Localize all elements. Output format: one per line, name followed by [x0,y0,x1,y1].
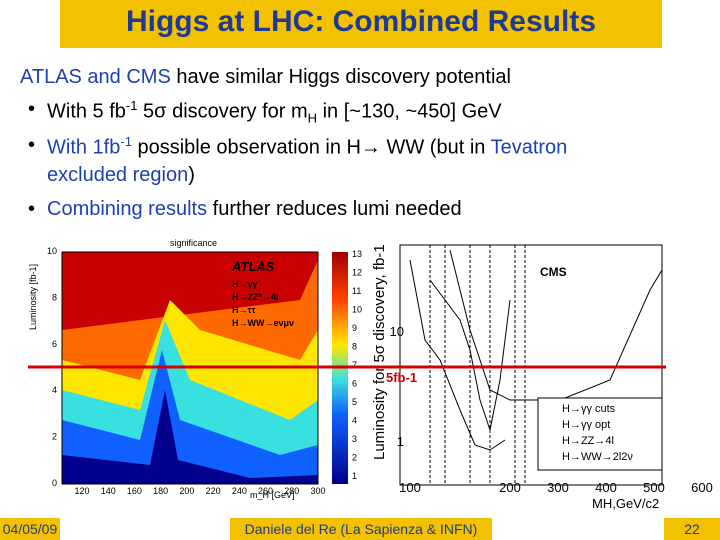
legend-item: H→γγ [232,279,258,289]
y-tick-label: 10 [390,324,404,339]
y-tick-label: 2 [52,432,57,442]
bullet-text: With 5 fb-1 5σ discovery for mH in [~130… [47,98,502,126]
legend-item: H→WW→eνμν [232,318,294,328]
heatmap-band [62,350,318,484]
y-tick-label: 6 [52,339,57,349]
colorbar-label: 10 [352,305,362,315]
x-tick-label: 300 [310,486,325,496]
x-tick-label: 100 [399,480,421,495]
x-tick-label: 120 [74,486,89,496]
grid [429,245,526,485]
curve [429,279,511,432]
x-tick-label: 180 [153,486,168,496]
heatmap-band [62,390,318,484]
bullet: • [28,198,36,220]
x-tick-label: 220 [206,486,221,496]
plot-label: ATLAS [231,259,275,274]
x-tick-label: 140 [101,486,116,496]
y-tick-label: 1 [397,434,404,449]
plot-title: significance [170,238,217,248]
colorbar-label: 3 [352,434,357,444]
x-tick-label: 500 [643,480,665,495]
bullet-text: Combining results further reduces lumi n… [47,198,462,220]
colorbar-label: 7 [352,360,357,370]
x-tick-label: 300 [547,480,569,495]
intro-line: ATLAS and CMS have similar Higgs discove… [20,66,511,88]
colorbar-label: 1 [352,471,357,481]
colorbar-label: 12 [352,268,362,278]
colorbar-label: 4 [352,416,357,426]
curve [409,259,506,451]
legend-item: H→γγ opt [562,419,610,431]
legend-item: H→WW→2l2ν [562,451,633,463]
colorbar-label: 8 [352,342,357,352]
x-tick-label: 200 [499,480,521,495]
x-tick-label: 260 [258,486,273,496]
bullet-text: excluded region) [47,164,195,186]
slide-title: Higgs at LHC: Combined Results [60,0,662,48]
colorbar-label: 9 [352,323,357,333]
footer-author: Daniele del Re (La Sapienza & INFN) [230,518,492,540]
y-tick-label: 8 [52,292,57,302]
curve [449,249,663,401]
x-axis-label: MH,GeV/c2 [592,496,659,511]
y-axis-label: Luminosity for 5σ discovery, fb-1 [371,244,388,460]
x-tick-label: 280 [284,486,299,496]
footer-page: 22 [664,518,720,540]
y-tick-label: 10 [47,246,57,256]
legend-box [537,397,663,471]
legend-item: H→γγ cuts [562,403,616,415]
colorbar-label: 11 [352,286,361,296]
y-tick-label: 0 [52,478,57,488]
bullet: • [28,134,36,156]
bullet: • [28,98,36,120]
legend-item: H→ZZ*→4l [232,292,279,302]
x-tick-label: 200 [179,486,194,496]
x-tick-label: 400 [595,480,617,495]
legend-item: H→ττ [232,305,256,315]
y-tick-label: 4 [52,385,57,395]
colorbar-label: 6 [352,379,357,389]
colorbar-label: 5 [352,397,357,407]
frame [399,244,663,486]
x-axis-label: m_H [GeV] [250,490,295,500]
footer-date: 04/05/09 [0,518,60,540]
x-tick-label: 160 [127,486,142,496]
plot-label: CMS [540,265,567,279]
threshold-label: 5fb-1 [386,370,417,385]
colorbar-label: 2 [352,453,357,463]
y-axis-label: Luminosity [fb-1] [28,264,38,330]
x-tick-label: 600 [691,480,713,495]
colorbar-label: 13 [352,249,362,259]
x-tick-label: 240 [232,486,247,496]
legend-item: H→ZZ→4l [562,435,614,447]
bullet-text: With 1fb-1 possible observation in H→ WW… [47,134,568,159]
